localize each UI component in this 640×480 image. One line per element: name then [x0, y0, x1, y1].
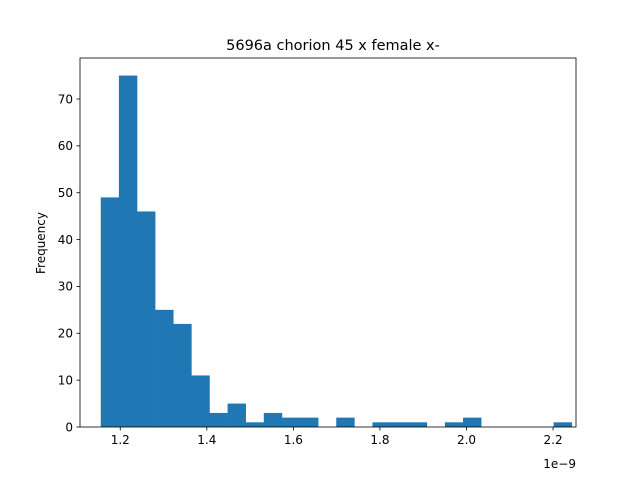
histogram-bar	[191, 375, 210, 427]
y-tick-label: 10	[58, 373, 73, 387]
y-axis-label: Frequency	[34, 212, 48, 274]
histogram-bar	[173, 323, 192, 427]
histogram-bar	[245, 422, 265, 427]
histogram-bar	[281, 417, 301, 427]
y-tick-label: 30	[58, 280, 73, 294]
y-tick-label: 60	[58, 139, 73, 153]
histogram-bar	[209, 412, 228, 427]
histogram-bar	[227, 403, 246, 427]
histogram-bar	[553, 422, 573, 427]
bars-group	[100, 75, 573, 428]
histogram-bar	[390, 422, 409, 427]
x-tick-label: 1.2	[111, 433, 130, 447]
y-tick-label: 70	[58, 92, 73, 106]
histogram-bar	[444, 422, 464, 427]
histogram-bar	[408, 422, 428, 427]
x-tick-label: 2.0	[457, 433, 476, 447]
y-tick-label: 40	[58, 233, 73, 247]
y-tick-label: 0	[65, 420, 73, 434]
x-tick-label: 1.4	[197, 433, 216, 447]
histogram-bar	[336, 417, 355, 427]
x-tick-label: 1.6	[284, 433, 303, 447]
axes-group: 1.2 1.4 1.6 1.8 2.0 2.2 0 10 20 30 40 50 60 70	[58, 57, 577, 447]
histogram-bar	[137, 211, 156, 427]
histogram-bar	[300, 417, 319, 427]
x-tick-label: 1.8	[370, 433, 389, 447]
histogram-bar	[118, 75, 138, 428]
y-tick-label: 50	[58, 186, 73, 200]
histogram-bar	[100, 197, 120, 427]
x-tick-label: 2.2	[544, 433, 563, 447]
plot-frame	[79, 57, 577, 428]
x-offset-label: 1e−9	[543, 457, 576, 471]
chart-title: 5696a chorion 45 x female x-	[226, 38, 440, 54]
histogram-bar	[372, 422, 391, 427]
histogram-bar	[463, 417, 482, 427]
y-tick-label: 20	[58, 327, 73, 341]
histogram-bar	[155, 309, 174, 427]
histogram-bar	[263, 412, 283, 427]
